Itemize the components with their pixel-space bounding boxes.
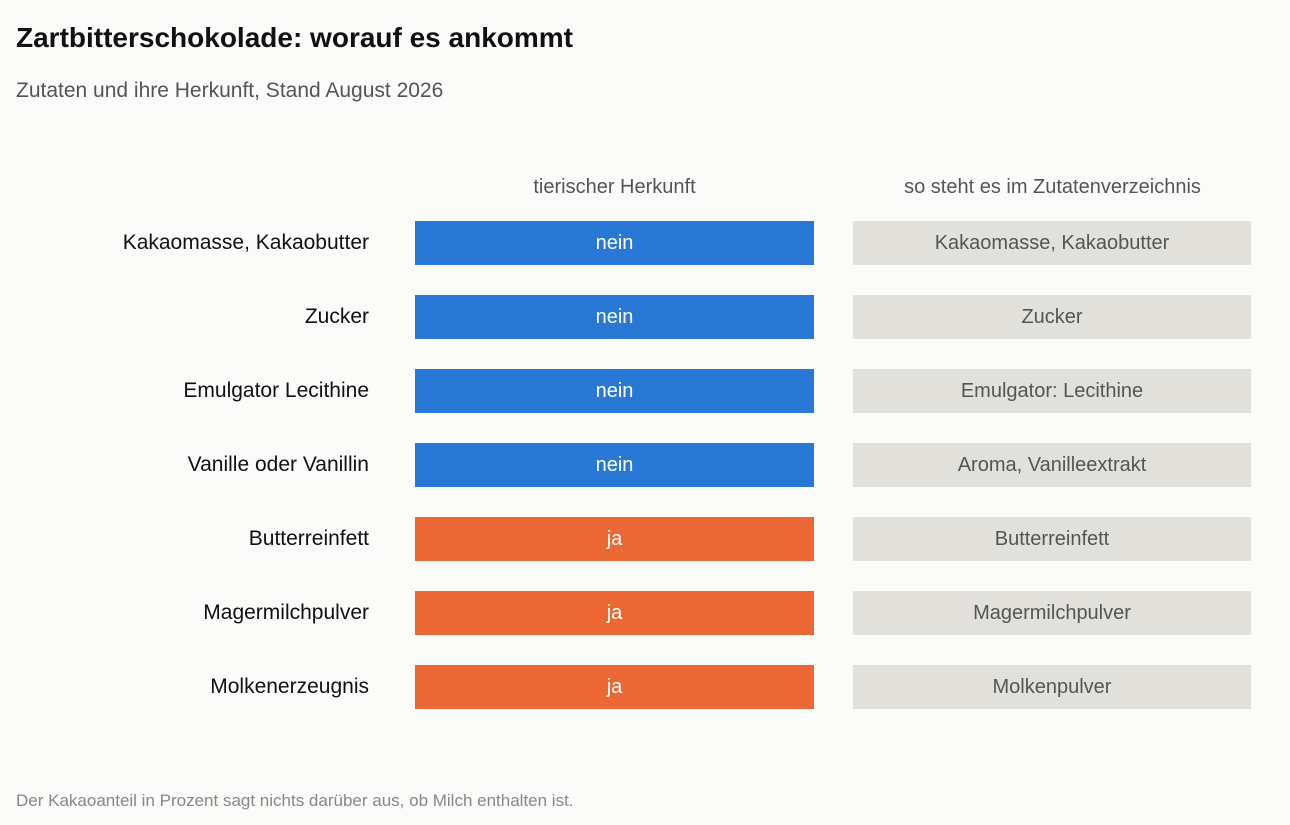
origin-cell: nein (415, 443, 814, 487)
table-row: Emulgator Lecithine nein Emulgator: Lecith… (0, 369, 1290, 413)
origin-cell: nein (415, 295, 814, 339)
ingredient-label: Kakaomasse, Kakaobutter (122, 231, 369, 254)
table-row: Butterreinfett ja Butterreinfett (0, 517, 1290, 561)
table-row: Molkenerzeugnis ja Molkenpulver (0, 665, 1290, 709)
listing-cell: Kakaomasse, Kakaobutter (853, 221, 1251, 265)
ingredient-label: Butterreinfett (248, 527, 369, 550)
origin-cell: nein (415, 369, 814, 413)
origin-cell: ja (415, 591, 814, 635)
listing-cell: Emulgator: Lecithine (853, 369, 1251, 413)
ingredient-label: Magermilchpulver (203, 601, 369, 624)
chart-title: Zartbitterschokolade: worauf es ankommt (16, 22, 574, 53)
table-row: Vanille oder Vanillin nein Aroma, Vanillee… (0, 443, 1290, 487)
column-header-listing: so steht es im Zutatenverzeichnis (904, 176, 1201, 198)
ingredient-label: Vanille oder Vanillin (187, 453, 369, 476)
footnote: Der Kakaoanteil in Prozent sagt nichts d… (16, 791, 574, 810)
origin-cell: nein (415, 221, 814, 265)
ingredient-label: Emulgator Lecithine (183, 379, 369, 402)
listing-cell: Butterreinfett (853, 517, 1251, 561)
listing-cell: Magermilchpulver (853, 591, 1251, 635)
table-row: Kakaomasse, Kakaobutter nein Kakaomasse, K… (0, 221, 1290, 265)
ingredient-label: Zucker (304, 305, 369, 328)
listing-cell: Zucker (853, 295, 1251, 339)
listing-cell: Molkenpulver (853, 665, 1251, 709)
table-row: Magermilchpulver ja Magermilchpulver (0, 591, 1290, 635)
column-header-origin: tierischer Herkunft (533, 176, 696, 198)
origin-cell: ja (415, 517, 814, 561)
ingredient-label: Molkenerzeugnis (210, 675, 369, 698)
origin-cell: ja (415, 665, 814, 709)
table-row: Zucker nein Zucker (0, 295, 1290, 339)
listing-cell: Aroma, Vanilleextrakt (853, 443, 1251, 487)
chart-subtitle: Zutaten und ihre Herkunft, Stand August … (16, 79, 444, 102)
